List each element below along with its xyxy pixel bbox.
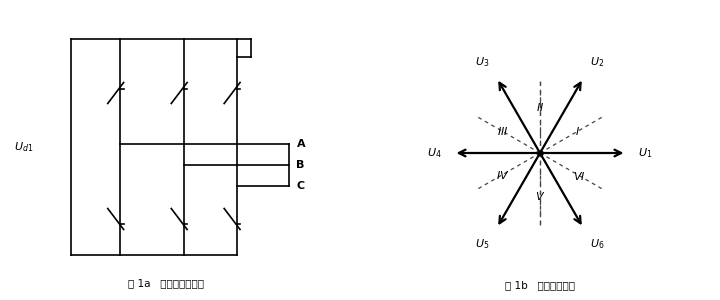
Text: $U_6$: $U_6$: [590, 237, 605, 251]
Text: $U_{d1}$: $U_{d1}$: [14, 140, 34, 154]
Text: $U_1$: $U_1$: [639, 146, 653, 160]
Text: A: A: [297, 139, 305, 149]
Text: $VI$: $VI$: [573, 170, 586, 182]
Text: B: B: [297, 160, 305, 170]
Text: $II$: $II$: [536, 101, 544, 113]
Text: 图 1b   电压空间矢量: 图 1b 电压空间矢量: [505, 280, 575, 290]
Text: C: C: [297, 181, 305, 191]
Text: $IV$: $IV$: [496, 169, 509, 181]
Text: 图 1a   三相点式逆变器: 图 1a 三相点式逆变器: [128, 278, 204, 288]
Text: $I$: $I$: [575, 125, 580, 137]
Text: $U_3$: $U_3$: [475, 55, 490, 69]
Text: $U_4$: $U_4$: [427, 146, 441, 160]
Text: $V$: $V$: [535, 190, 545, 202]
Text: $III$: $III$: [497, 125, 508, 137]
Text: $U_2$: $U_2$: [590, 55, 605, 69]
Text: $U_5$: $U_5$: [475, 237, 490, 251]
